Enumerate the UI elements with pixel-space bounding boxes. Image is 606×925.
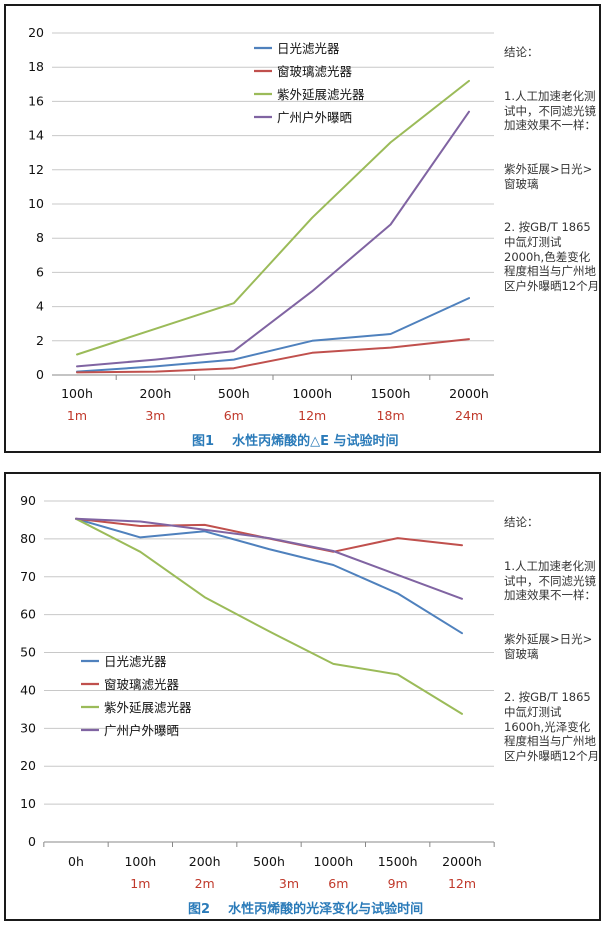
notes-heading: 结论： [504,45,539,60]
y-tick-label: 60 [20,607,36,622]
x-sub-label: 1m [130,876,150,891]
y-tick-label: 10 [20,796,36,811]
chart-2-svg: 0 10 20 30 40 50 60 70 80 90 0h 100h 1m 200h 2m 500h 3m 1… [20,493,495,917]
x-sub-label: 2m [195,876,215,891]
y-tick-label: 0 [36,367,44,382]
x-tick-label: 1500h [378,854,418,869]
chart-panel-1: 0 2 4 6 8 10 12 14 16 18 20 100h 1m 200h 3m 500h 6m 1000h… [4,4,601,453]
legend-label: 广州户外曝晒 [277,110,352,125]
x-sub-label: 1m [67,408,87,423]
legend-label: 紫外延展滤光器 [104,700,192,715]
x-sub-label: 3m [279,876,299,891]
x-sub-label: 12m [448,876,476,891]
conclusion-notes-1: 结论： 1.人工加速老化测试中，不同滤光镜加速效果不一样： 紫外延展>日光>窗玻… [504,16,600,322]
x-sub-label: 9m [388,876,408,891]
x-tick-label: 100h [124,854,156,869]
x-sub-label: 3m [145,408,165,423]
y-tick-label: 10 [28,196,44,211]
x-sub-label: 12m [298,408,326,423]
legend-label: 日光滤光器 [104,654,167,669]
y-tick-label: 14 [28,128,44,143]
y-tick-label: 0 [28,834,36,849]
legend-label: 广州户外曝晒 [104,723,179,738]
series-line-3 [75,517,463,715]
legend-label: 日光滤光器 [277,41,340,56]
x-sub-label: 6m [328,876,348,891]
y-tick-label: 90 [20,493,36,508]
x-tick-label: 2000h [442,854,482,869]
series-line-3 [76,79,470,356]
chart-caption: 图2 水性丙烯酸的光泽变化与试验时间 [188,901,423,917]
series-line-1 [75,517,463,635]
notes-line: 1.人工加速老化测试中，不同滤光镜加速效果不一样： [504,558,596,603]
y-tick-label: 50 [20,645,36,660]
x-tick-label: 1000h [313,854,353,869]
notes-line: 2. 按GB/T 1865中氙灯测试1600h,光泽变化程度相当与广州地区户外曝… [504,690,600,763]
chart-panel-2: 0 10 20 30 40 50 60 70 80 90 0h 100h 1m 200h 2m 500h 3m 1… [4,472,601,921]
y-tick-label: 4 [36,299,44,314]
y-tick-label: 70 [20,569,36,584]
y-tick-label: 20 [28,25,44,40]
x-sub-label: 6m [224,408,244,423]
x-sub-label: 18m [377,408,405,423]
legend-label: 窗玻璃滤光器 [104,677,180,692]
y-tick-label: 40 [20,682,36,697]
x-tick-label: 2000h [449,386,489,401]
notes-line: 1.人工加速老化测试中，不同滤光镜加速效果不一样： [504,88,596,133]
series-line-4 [75,517,463,600]
y-tick-label: 6 [36,264,44,279]
series-line-1 [76,297,470,373]
x-tick-label: 200h [189,854,221,869]
y-tick-label: 18 [28,59,44,74]
series-line-2 [76,338,470,374]
x-tick-label: 0h [68,854,84,869]
y-tick-label: 20 [20,758,36,773]
series-line-4 [76,110,470,368]
x-sub-label: 24m [455,408,483,423]
y-tick-label: 16 [28,93,44,108]
y-tick-label: 8 [36,230,44,245]
notes-line: 2. 按GB/T 1865中氙灯测试2000h,色差变化程度相当与广州地区户外曝… [504,220,600,293]
x-tick-label: 200h [140,386,172,401]
legend-label: 紫外延展滤光器 [277,87,365,102]
x-tick-label: 500h [218,386,250,401]
x-tick-label: 100h [61,386,93,401]
y-tick-label: 30 [20,720,36,735]
notes-line: 紫外延展>日光>窗玻璃 [504,631,593,661]
notes-line: 紫外延展>日光>窗玻璃 [504,161,593,191]
chart-1-svg: 0 2 4 6 8 10 12 14 16 18 20 100h 1m 200h 3m 500h 6m 1000h… [28,25,494,449]
notes-heading: 结论： [504,515,539,530]
legend-label: 窗玻璃滤光器 [277,64,353,79]
y-tick-label: 12 [28,162,44,177]
x-tick-label: 1500h [371,386,411,401]
chart-caption: 图1 水性丙烯酸的△E 与试验时间 [192,433,399,449]
y-tick-label: 2 [36,333,44,348]
conclusion-notes-2: 结论： 1.人工加速老化测试中，不同滤光镜加速效果不一样： 紫外延展>日光>窗玻… [504,486,600,792]
x-tick-label: 1000h [292,386,332,401]
x-tick-label: 500h [253,854,285,869]
y-tick-label: 80 [20,531,36,546]
